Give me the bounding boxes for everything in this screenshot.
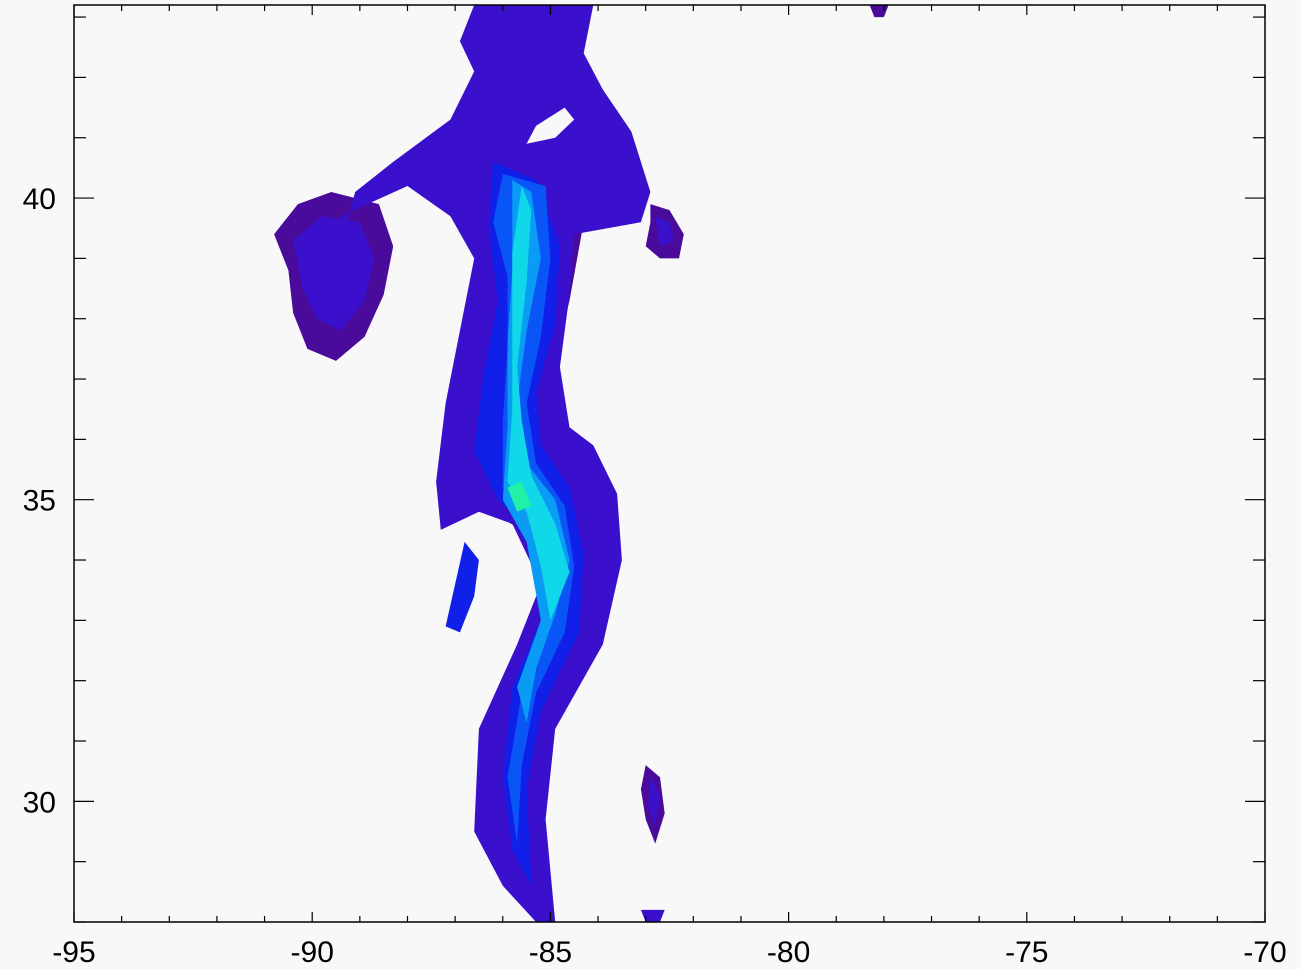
x-tick-label: -90 (291, 936, 334, 969)
contour-plume-hole (526, 107, 575, 144)
x-tick-label: -95 (52, 936, 95, 969)
axis-ticks (73, 5, 1266, 923)
contour-region-bottom-dot (640, 909, 665, 922)
y-tick-label: 30 (23, 786, 56, 819)
contour-region-west-branch-core (293, 216, 375, 331)
contour-region-central-peak (507, 186, 570, 621)
plot-area (74, 5, 1265, 922)
x-tick-label: -85 (529, 936, 572, 969)
x-tick-label: -75 (1005, 936, 1048, 969)
contour-region-southwest-fragment (445, 541, 479, 633)
tick-labels: -95 -90 -85 -80 -75 -70 30 35 40 (23, 183, 1287, 969)
y-tick-label: 40 (23, 183, 56, 216)
plot-frame (73, 4, 1266, 923)
contour-region-local-max (507, 481, 532, 512)
contour-holes (526, 107, 575, 144)
contour-region-east-fragment-core (655, 216, 675, 247)
contour-region-south-blob-core (648, 777, 660, 826)
contour-regions (274, 5, 889, 922)
y-tick-label: 35 (23, 485, 56, 518)
x-tick-label: -80 (767, 936, 810, 969)
x-tick-label: -70 (1243, 936, 1286, 969)
